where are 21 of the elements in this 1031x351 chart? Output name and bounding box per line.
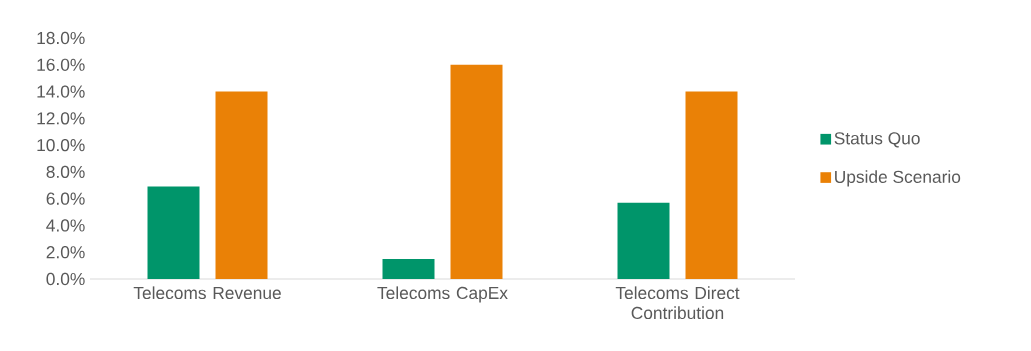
x-tick-label: Telecoms Direct Contribution (615, 286, 740, 320)
bar (450, 64, 503, 279)
bar (382, 258, 435, 279)
legend-label: Status Quo (834, 132, 920, 148)
y-tick-label: 2.0% (46, 246, 85, 259)
y-tick-label: 14.0% (37, 85, 85, 98)
y-tick-label: 18.0% (37, 31, 85, 45)
y-tick-label: 10.0% (37, 138, 85, 152)
y-tick-label: 16.0% (37, 58, 85, 71)
y-tick-label: 4.0% (46, 219, 85, 232)
y-tick-label: 6.0% (46, 192, 85, 205)
legend-label: Upside Scenario (835, 170, 961, 187)
bar (215, 91, 268, 279)
y-tick-label: 0.0% (46, 272, 85, 286)
x-tick-label: Telecoms Revenue (133, 286, 281, 300)
bar (685, 91, 738, 279)
y-tick-label: 12.0% (37, 112, 85, 125)
y-tick-label: 8.0% (46, 165, 85, 179)
bar (617, 202, 670, 279)
x-tick-label: Telecoms CapEx (377, 286, 508, 303)
bar (147, 186, 200, 279)
